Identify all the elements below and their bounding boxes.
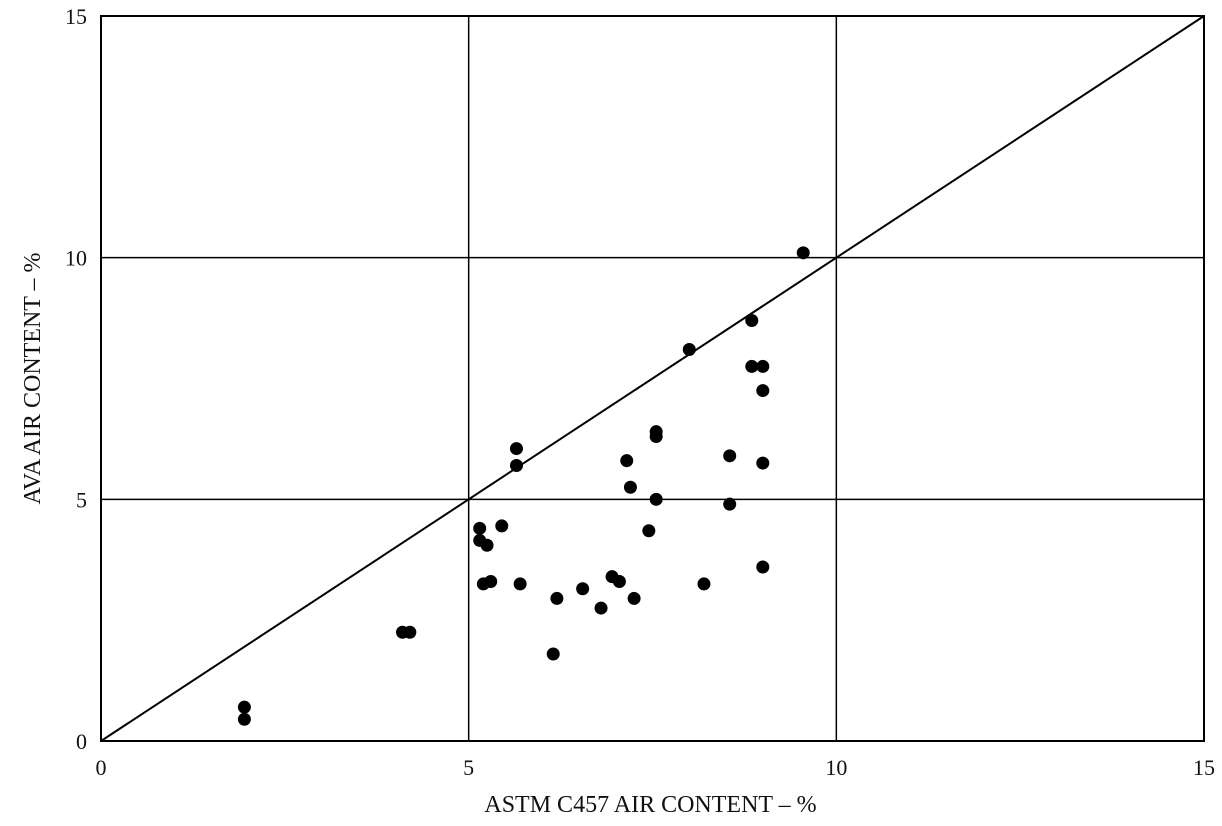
data-point bbox=[649, 425, 663, 439]
data-point bbox=[756, 560, 770, 574]
data-point bbox=[484, 575, 498, 588]
data-point bbox=[473, 521, 487, 535]
data-point bbox=[627, 591, 641, 605]
data-point bbox=[745, 314, 759, 327]
data-point bbox=[756, 456, 770, 470]
x-axis-title: ASTM C457 AIR CONTENT – % bbox=[484, 792, 816, 818]
data-point bbox=[612, 575, 626, 588]
y-tick-label: 10 bbox=[65, 246, 87, 271]
data-point bbox=[576, 582, 590, 596]
data-point bbox=[723, 497, 737, 511]
data-point bbox=[745, 359, 759, 373]
data-point bbox=[723, 449, 737, 463]
data-point bbox=[403, 625, 417, 639]
y-tick-labels: 0 5 10 15 bbox=[65, 4, 87, 754]
x-tick-label: 5 bbox=[463, 755, 474, 780]
data-points-layer bbox=[237, 246, 810, 726]
data-point bbox=[509, 442, 523, 456]
data-point bbox=[513, 577, 527, 591]
data-point bbox=[623, 480, 637, 494]
data-point bbox=[620, 454, 634, 468]
data-point bbox=[237, 712, 251, 726]
plot-frame bbox=[100, 15, 1205, 742]
y-axis-title: AVA AIR CONTENT – % bbox=[20, 252, 46, 504]
data-point bbox=[546, 647, 560, 661]
x-tick-label: 0 bbox=[96, 755, 107, 780]
data-point bbox=[550, 591, 564, 605]
data-point bbox=[682, 343, 696, 356]
x-tick-label: 15 bbox=[1193, 755, 1215, 780]
data-point bbox=[697, 577, 711, 591]
y-tick-label: 15 bbox=[65, 4, 87, 29]
data-point bbox=[756, 359, 770, 373]
equality-line bbox=[100, 15, 1205, 742]
data-point bbox=[642, 524, 656, 538]
data-point bbox=[509, 459, 523, 472]
y-tick-label: 0 bbox=[76, 729, 87, 754]
data-point bbox=[649, 492, 663, 506]
data-point bbox=[495, 519, 509, 533]
data-point bbox=[756, 384, 770, 398]
data-point bbox=[480, 538, 494, 552]
data-point bbox=[594, 601, 608, 615]
x-tick-labels: 0 5 10 15 bbox=[96, 755, 1216, 780]
data-point bbox=[796, 246, 810, 260]
y-tick-label: 5 bbox=[76, 487, 87, 512]
data-point bbox=[237, 700, 251, 714]
reference-line-layer bbox=[100, 15, 1205, 742]
x-tick-label: 10 bbox=[825, 755, 847, 780]
